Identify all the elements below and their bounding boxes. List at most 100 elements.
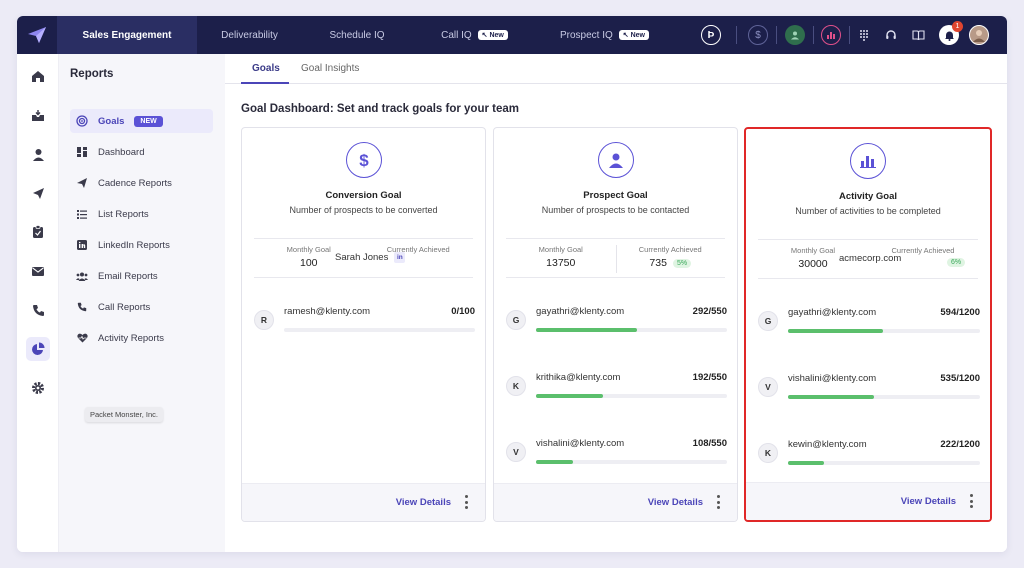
member-avatar: K [758, 443, 778, 463]
bell-icon[interactable]: 1 [939, 21, 963, 45]
sidebar-item-label: Goals [98, 115, 125, 127]
progress-fill [788, 461, 824, 465]
member-avatar: G [758, 311, 778, 331]
more-options-icon[interactable] [968, 494, 974, 508]
sidebar-item-label: Call Reports [98, 301, 151, 313]
monthly-goal-label: Monthly Goal [538, 245, 583, 254]
brand-p-icon[interactable]: Þ [701, 25, 721, 45]
progress-bar [788, 395, 980, 399]
sidebar-item-activity-reports[interactable]: Activity Reports [70, 326, 213, 350]
card-footer: View Details [494, 483, 737, 521]
sidebar-item-linkedin-reports[interactable]: LinkedIn Reports [70, 233, 213, 257]
member-count: 192/550 [692, 372, 727, 383]
more-options-icon[interactable] [715, 495, 721, 509]
progress-fill [536, 460, 574, 464]
monthly-goal-value: 13750 [546, 257, 576, 269]
dollar-icon: $ [345, 142, 382, 178]
sidebar-item-dashboard[interactable]: Dashboard [70, 140, 213, 164]
clipboard-icon[interactable] [26, 220, 50, 244]
sidebar-item-label: LinkedIn Reports [98, 239, 170, 251]
sidebar-item-cadence-reports[interactable]: Cadence Reports [70, 171, 213, 195]
tab-goal-insights[interactable]: Goal Insights [301, 63, 360, 74]
goal-tabs: Goals Goal Insights [225, 54, 1007, 84]
member-row[interactable]: G gayathri@klenty.com 292/550 [506, 306, 727, 346]
inbox-icon[interactable] [26, 103, 50, 127]
view-details-link[interactable]: View Details [900, 496, 956, 507]
member-row[interactable]: V vishalini@klenty.com 535/1200 [758, 373, 980, 413]
phone-icon [76, 301, 88, 313]
progress-bar [536, 460, 727, 464]
view-details-link[interactable]: View Details [395, 497, 451, 508]
conversion-goal-card: $ Conversion Goal Number of prospects to… [241, 127, 486, 522]
member-email: gayathri@klenty.com [788, 307, 877, 318]
member-count: 222/1200 [940, 439, 980, 450]
currently-achieved-label: Currently Achieved [638, 245, 702, 254]
tab-sales-engagement[interactable]: Sales Engagement [57, 16, 197, 54]
sidebar-item-label: Dashboard [98, 146, 145, 158]
monthly-goal-label: Monthly Goal [286, 245, 331, 254]
member-avatar: V [506, 442, 526, 462]
send-icon [76, 177, 88, 189]
logo[interactable] [17, 16, 57, 54]
prospect-goal-card: Prospect Goal Number of prospects to be … [493, 127, 738, 522]
progress-fill [536, 394, 603, 398]
sidebar-item-label: Activity Reports [98, 332, 164, 344]
company-tooltip: Packet Monster, Inc. [85, 407, 163, 422]
sidebar-item-goals[interactable]: Goals NEW [70, 109, 213, 133]
sidebar-item-call-reports[interactable]: Call Reports [70, 295, 213, 319]
icon-rail [17, 54, 59, 552]
member-avatar: K [506, 376, 526, 396]
progress-fill [788, 329, 884, 333]
card-subtitle: Number of prospects to be contacted [541, 205, 690, 215]
book-icon[interactable] [908, 25, 928, 45]
member-count: 535/1200 [940, 373, 980, 384]
member-row[interactable]: R ramesh@klenty.com 0/100 [254, 306, 475, 346]
monthly-goal-label: Monthly Goal [790, 246, 836, 255]
tab-goals[interactable]: Goals [252, 63, 280, 74]
percent-badge: 5% [672, 258, 692, 268]
user-icon[interactable] [785, 25, 805, 45]
grid-icon[interactable] [854, 25, 874, 45]
send-icon[interactable] [26, 181, 50, 205]
member-row[interactable]: G gayathri@klenty.com 594/1200 [758, 307, 980, 347]
pie-chart-icon[interactable] [26, 337, 50, 361]
chart-icon[interactable] [821, 25, 841, 45]
progress-bar [536, 394, 727, 398]
person-icon[interactable] [26, 142, 50, 166]
tab-prospect-iq[interactable]: Prospect IQ ↖ New [547, 16, 662, 54]
gear-icon[interactable] [26, 376, 50, 400]
tab-call-iq[interactable]: Call IQ ↖ New [422, 16, 527, 54]
member-email: vishalini@klenty.com [536, 438, 625, 449]
home-icon[interactable] [26, 64, 50, 88]
member-row[interactable]: K krithika@klenty.com 192/550 [506, 372, 727, 412]
user-icon [597, 142, 634, 178]
progress-bar [284, 328, 475, 332]
sidebar-item-list-reports[interactable]: List Reports [70, 202, 213, 226]
tab-deliverability[interactable]: Deliverability [221, 29, 278, 41]
sidebar-item-label: Email Reports [98, 270, 158, 282]
sidebar-title: Reports [70, 68, 114, 80]
card-title: Conversion Goal [325, 190, 402, 201]
percent-badge: 6% [946, 258, 966, 267]
headset-icon[interactable] [881, 25, 901, 45]
tab-schedule-iq[interactable]: Schedule IQ [329, 29, 385, 41]
view-details-link[interactable]: View Details [647, 497, 703, 508]
member-row[interactable]: V vishalini@klenty.com 108/550 [506, 438, 727, 478]
sidebar-item-email-reports[interactable]: Email Reports [70, 264, 213, 288]
new-badge: ↖ New [477, 30, 508, 40]
member-email: ramesh@klenty.com [284, 306, 371, 317]
sidebar-item-label: Cadence Reports [98, 177, 172, 189]
phone-icon[interactable] [26, 298, 50, 322]
heart-icon [76, 332, 88, 344]
company-domain-overlay: acmecorp.com [836, 253, 905, 264]
member-row[interactable]: K kewin@klenty.com 222/1200 [758, 439, 980, 479]
more-options-icon[interactable] [463, 495, 469, 509]
dollar-icon[interactable]: $ [748, 25, 768, 45]
member-count: 292/550 [692, 306, 727, 317]
mail-icon[interactable] [26, 259, 50, 283]
progress-fill [788, 395, 874, 399]
avatar[interactable] [969, 25, 989, 45]
member-email: krithika@klenty.com [536, 372, 621, 383]
progress-fill [536, 328, 638, 332]
currently-achieved-value: 735 [649, 257, 667, 269]
